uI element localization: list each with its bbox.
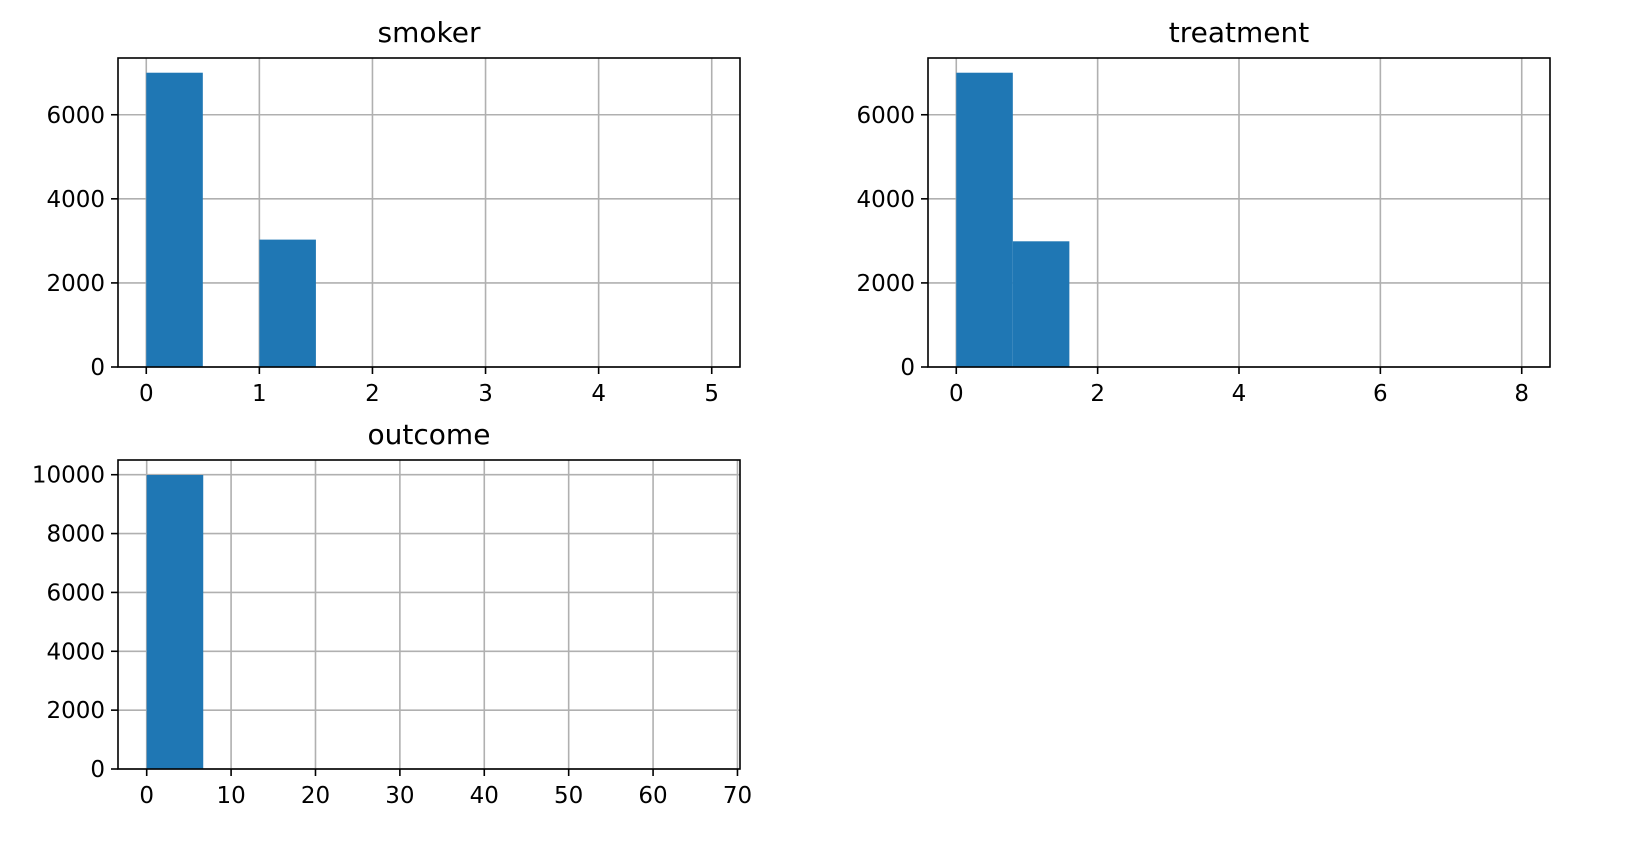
smoker-bar-2 — [259, 239, 316, 367]
treatment-histogram: 0 2 4 6 8 0 2000 4000 6000 treatment — [856, 16, 1551, 407]
outcome-y-tick-label-0: 0 — [90, 757, 105, 783]
smoker-y-tick-label-0: 0 — [90, 355, 105, 381]
outcome-x-tick-label-5: 50 — [554, 783, 583, 809]
smoker-y-tick-label-1: 2000 — [46, 271, 105, 297]
smoker-x-tick-label-0: 0 — [139, 381, 154, 407]
treatment-x-tick-label-3: 6 — [1373, 381, 1388, 407]
outcome-x-tick-label-3: 30 — [385, 783, 414, 809]
outcome-x-tick-label-0: 0 — [139, 783, 154, 809]
outcome-y-tick-label-3: 6000 — [46, 580, 105, 606]
treatment-bar-1 — [1012, 241, 1070, 367]
smoker-x-tick-label-1: 1 — [252, 381, 267, 407]
outcome-x-tick-label-4: 40 — [470, 783, 499, 809]
outcome-histogram: 0 10 20 30 40 50 60 70 0 2000 4000 6000 8000 10000 out… — [32, 418, 752, 809]
smoker-y-tick-label-2: 4000 — [46, 187, 105, 213]
smoker-title: smoker — [378, 16, 481, 49]
smoker-x-tick-label-3: 3 — [478, 381, 493, 407]
treatment-x-tick-label-2: 4 — [1232, 381, 1247, 407]
treatment-y-tick-label-1: 2000 — [856, 271, 915, 297]
smoker-x-tick-label-2: 2 — [365, 381, 380, 407]
outcome-x-tick-label-6: 60 — [638, 783, 667, 809]
outcome-y-tick-label-1: 2000 — [46, 698, 105, 724]
treatment-x-tick-label-4: 8 — [1514, 381, 1529, 407]
treatment-bar-0 — [956, 72, 1013, 367]
smoker-histogram: 0 1 2 3 4 5 0 2000 4000 6000 smoker — [46, 16, 741, 407]
outcome-y-tick-label-5: 10000 — [32, 463, 105, 489]
treatment-y-tick-label-2: 4000 — [856, 187, 915, 213]
smoker-axes-frame — [117, 57, 741, 368]
smoker-x-tick-label-5: 5 — [704, 381, 719, 407]
outcome-x-tick-label-2: 20 — [301, 783, 330, 809]
smoker-x-tick-label-4: 4 — [591, 381, 606, 407]
outcome-bar-0 — [146, 475, 204, 769]
outcome-x-tick-label-1: 10 — [216, 783, 245, 809]
smoker-bar-0 — [146, 72, 203, 367]
treatment-x-tick-label-0: 0 — [949, 381, 964, 407]
outcome-axes-frame — [117, 459, 741, 770]
outcome-y-tick-label-4: 8000 — [46, 522, 105, 548]
treatment-y-tick-label-3: 6000 — [856, 103, 915, 129]
smoker-y-tick-label-3: 6000 — [46, 103, 105, 129]
outcome-y-tick-label-2: 4000 — [46, 639, 105, 665]
treatment-title: treatment — [1169, 16, 1309, 49]
treatment-y-tick-label-0: 0 — [900, 355, 915, 381]
outcome-x-tick-label-7: 70 — [723, 783, 752, 809]
treatment-x-tick-label-1: 2 — [1090, 381, 1105, 407]
outcome-title: outcome — [368, 418, 491, 451]
